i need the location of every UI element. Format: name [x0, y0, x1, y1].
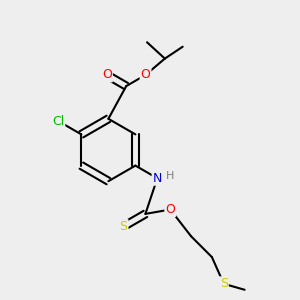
- Text: N: N: [153, 172, 162, 185]
- Text: O: O: [102, 68, 112, 82]
- Text: S: S: [220, 277, 228, 290]
- Text: H: H: [166, 171, 174, 181]
- Text: O: O: [141, 68, 151, 82]
- Text: S: S: [119, 220, 128, 233]
- Text: Cl: Cl: [52, 115, 64, 128]
- Text: O: O: [165, 203, 175, 216]
